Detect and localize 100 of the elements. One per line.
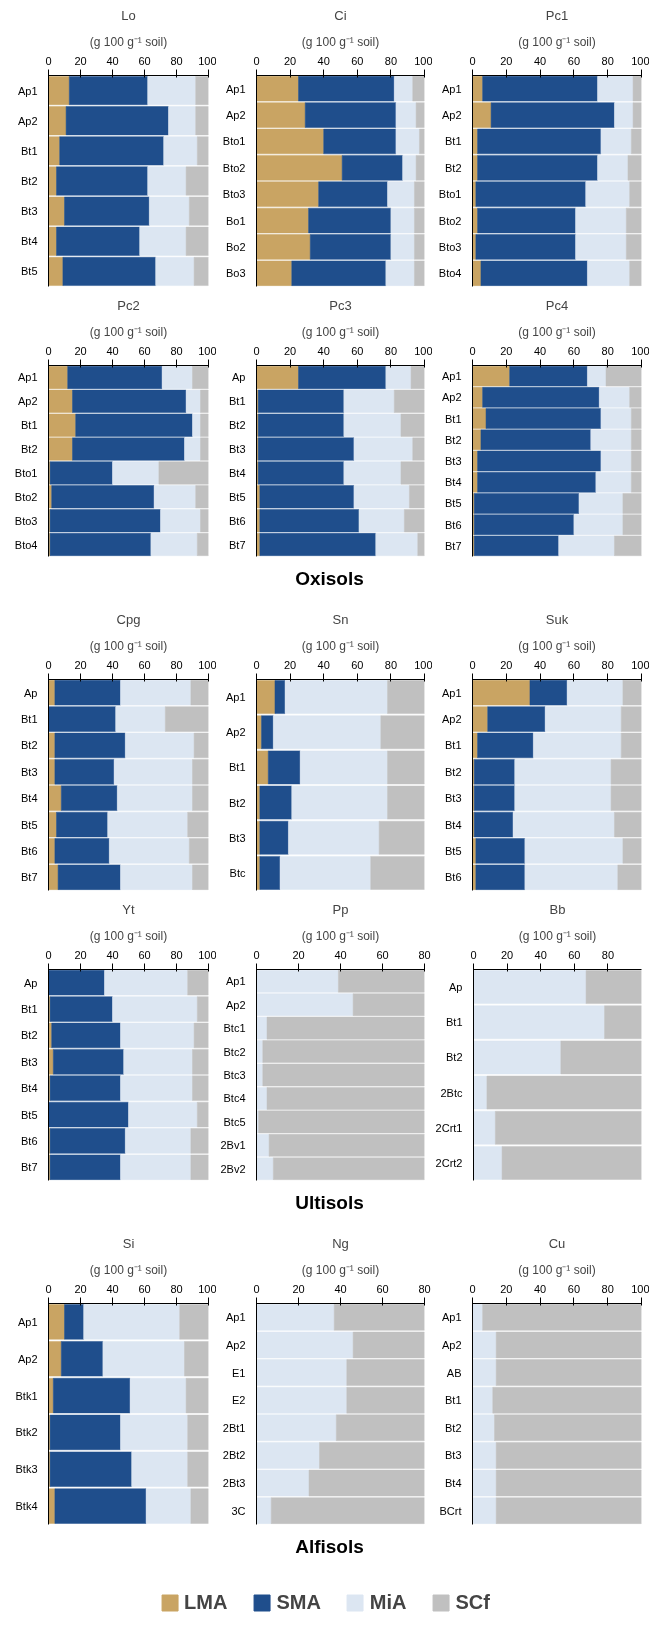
x-tick-label: 80 bbox=[601, 54, 614, 67]
y-tick-label: Bt5 bbox=[444, 497, 462, 510]
y-tick-label: Btk1 bbox=[15, 1389, 38, 1402]
x-tick-label: 60 bbox=[351, 344, 364, 357]
y-tick-label: Bt7 bbox=[20, 1161, 38, 1174]
x-tick-label: 40 bbox=[317, 658, 330, 671]
x-tick-label: 80 bbox=[418, 1282, 431, 1295]
y-tick-label: Btc bbox=[229, 866, 246, 879]
chart-subtitle: (g 100 g⁻¹ soil) bbox=[89, 324, 168, 339]
x-tick-label: 20 bbox=[500, 948, 514, 961]
y-tick-label: Ap1 bbox=[225, 82, 246, 95]
chart-subtitle: (g 100 g⁻¹ soil) bbox=[518, 324, 596, 339]
y-tick-label: Ap1 bbox=[441, 1311, 462, 1324]
chart-title: Pp bbox=[332, 901, 349, 917]
chart-title: Pc4 bbox=[545, 297, 569, 313]
y-tick-label: Bt4 bbox=[20, 792, 38, 805]
y-tick-label: Bto3 bbox=[222, 188, 246, 201]
text: Ultisols bbox=[295, 1191, 364, 1215]
y-tick-label: Btc4 bbox=[223, 1092, 246, 1105]
x-tick-label: 100 bbox=[631, 658, 649, 671]
x-tick-label: 0 bbox=[253, 658, 260, 671]
x-tick-label: 80 bbox=[418, 948, 431, 961]
y-tick-label: Bto2 bbox=[222, 161, 246, 174]
y-tick-label: Bt3 bbox=[20, 765, 38, 778]
x-tick-label: 100 bbox=[414, 658, 433, 671]
y-tick-label: Bt4 bbox=[20, 1082, 38, 1095]
y-tick-label: Bt1 bbox=[20, 1003, 38, 1016]
x-tick-label: 20 bbox=[74, 948, 87, 961]
x-tick-label: 80 bbox=[170, 658, 183, 671]
y-tick-label: Bt1 bbox=[228, 761, 246, 774]
legend-label: SCf bbox=[455, 1590, 490, 1614]
y-tick-label: Ap1 bbox=[225, 975, 246, 988]
x-tick-label: 20 bbox=[292, 1282, 305, 1295]
x-tick-label: 80 bbox=[601, 1282, 614, 1295]
y-tick-label: 2Crt2 bbox=[435, 1156, 463, 1169]
x-tick-label: 60 bbox=[376, 948, 389, 961]
y-tick-label: Bt3 bbox=[228, 831, 246, 844]
y-tick-label: Bt6 bbox=[20, 844, 38, 857]
x-tick-label: 80 bbox=[170, 54, 183, 67]
y-tick-label: Bt3 bbox=[228, 443, 246, 456]
y-tick-label: BCrt bbox=[439, 1504, 462, 1517]
y-tick-label: Btc2 bbox=[223, 1045, 246, 1058]
y-tick-label: Ap1 bbox=[441, 370, 462, 383]
y-tick-label: Ap2 bbox=[441, 1338, 462, 1351]
chart-subtitle: (g 100 g⁻¹ soil) bbox=[301, 928, 380, 943]
y-tick-label: Bt3 bbox=[20, 205, 38, 218]
legend-label: SMA bbox=[276, 1590, 321, 1614]
chart-subtitle: (g 100 g⁻¹ soil) bbox=[518, 1262, 596, 1277]
x-tick-label: 40 bbox=[334, 948, 347, 961]
x-tick-label: 80 bbox=[384, 344, 398, 357]
y-tick-label: Bt1 bbox=[444, 135, 462, 148]
x-tick-label: 100 bbox=[631, 344, 649, 357]
y-tick-label: Bt3 bbox=[444, 792, 462, 805]
y-tick-label: Bt1 bbox=[20, 713, 38, 726]
x-tick-label: 100 bbox=[414, 344, 433, 357]
x-tick-label: 20 bbox=[500, 344, 513, 357]
y-tick-label: Bto4 bbox=[14, 538, 38, 551]
x-tick-label: 60 bbox=[567, 658, 581, 671]
y-tick-label: Bt4 bbox=[444, 1477, 462, 1490]
x-tick-label: 20 bbox=[74, 344, 87, 357]
x-tick-label: 40 bbox=[533, 54, 547, 67]
y-tick-label: Bt4 bbox=[444, 818, 462, 831]
chart-subtitle: (g 100 g⁻¹ soil) bbox=[89, 34, 168, 49]
x-tick-label: 80 bbox=[384, 658, 398, 671]
chart-title: Si bbox=[122, 1235, 135, 1251]
y-tick-label: Bt7 bbox=[444, 539, 462, 552]
y-tick-label: Ap1 bbox=[225, 691, 246, 704]
x-tick-label: 0 bbox=[45, 54, 52, 67]
chart-title: Suk bbox=[545, 611, 569, 627]
x-tick-label: 40 bbox=[533, 344, 547, 357]
y-tick-label: Bto1 bbox=[438, 188, 462, 201]
text: Oxisols bbox=[295, 567, 364, 591]
legend-label: MiA bbox=[369, 1590, 407, 1614]
chart-subtitle: (g 100 g⁻¹ soil) bbox=[518, 34, 596, 49]
y-tick-label: Bt4 bbox=[228, 466, 246, 479]
y-tick-label: 2Bt3 bbox=[222, 1477, 246, 1490]
x-tick-label: 100 bbox=[414, 54, 433, 67]
chart-subtitle: (g 100 g⁻¹ soil) bbox=[518, 638, 596, 653]
y-tick-label: Bt1 bbox=[228, 395, 246, 408]
x-tick-label: 100 bbox=[198, 948, 217, 961]
y-tick-label: Ap bbox=[24, 686, 38, 699]
y-tick-label: Ap bbox=[24, 976, 38, 989]
x-tick-label: 60 bbox=[567, 1282, 581, 1295]
y-tick-label: Bt7 bbox=[20, 871, 38, 884]
x-tick-label: 20 bbox=[500, 658, 513, 671]
y-tick-label: Bt5 bbox=[20, 818, 38, 831]
y-tick-label: Bt6 bbox=[228, 514, 246, 527]
x-tick-label: 0 bbox=[253, 344, 260, 357]
x-tick-label: 20 bbox=[500, 54, 513, 67]
x-tick-label: 20 bbox=[74, 1282, 87, 1295]
y-tick-label: Bto1 bbox=[14, 466, 38, 479]
x-tick-label: 100 bbox=[198, 54, 217, 67]
y-tick-label: Ap2 bbox=[225, 109, 246, 122]
chart-subtitle: (g 100 g⁻¹ soil) bbox=[301, 1262, 380, 1277]
y-tick-label: Ap2 bbox=[441, 109, 462, 122]
y-tick-label: Bt4 bbox=[20, 235, 38, 248]
x-tick-label: 0 bbox=[470, 948, 477, 961]
y-tick-label: Ap2 bbox=[17, 1352, 38, 1365]
y-tick-label: 3C bbox=[231, 1504, 246, 1517]
chart-subtitle: (g 100 g⁻¹ soil) bbox=[301, 324, 380, 339]
